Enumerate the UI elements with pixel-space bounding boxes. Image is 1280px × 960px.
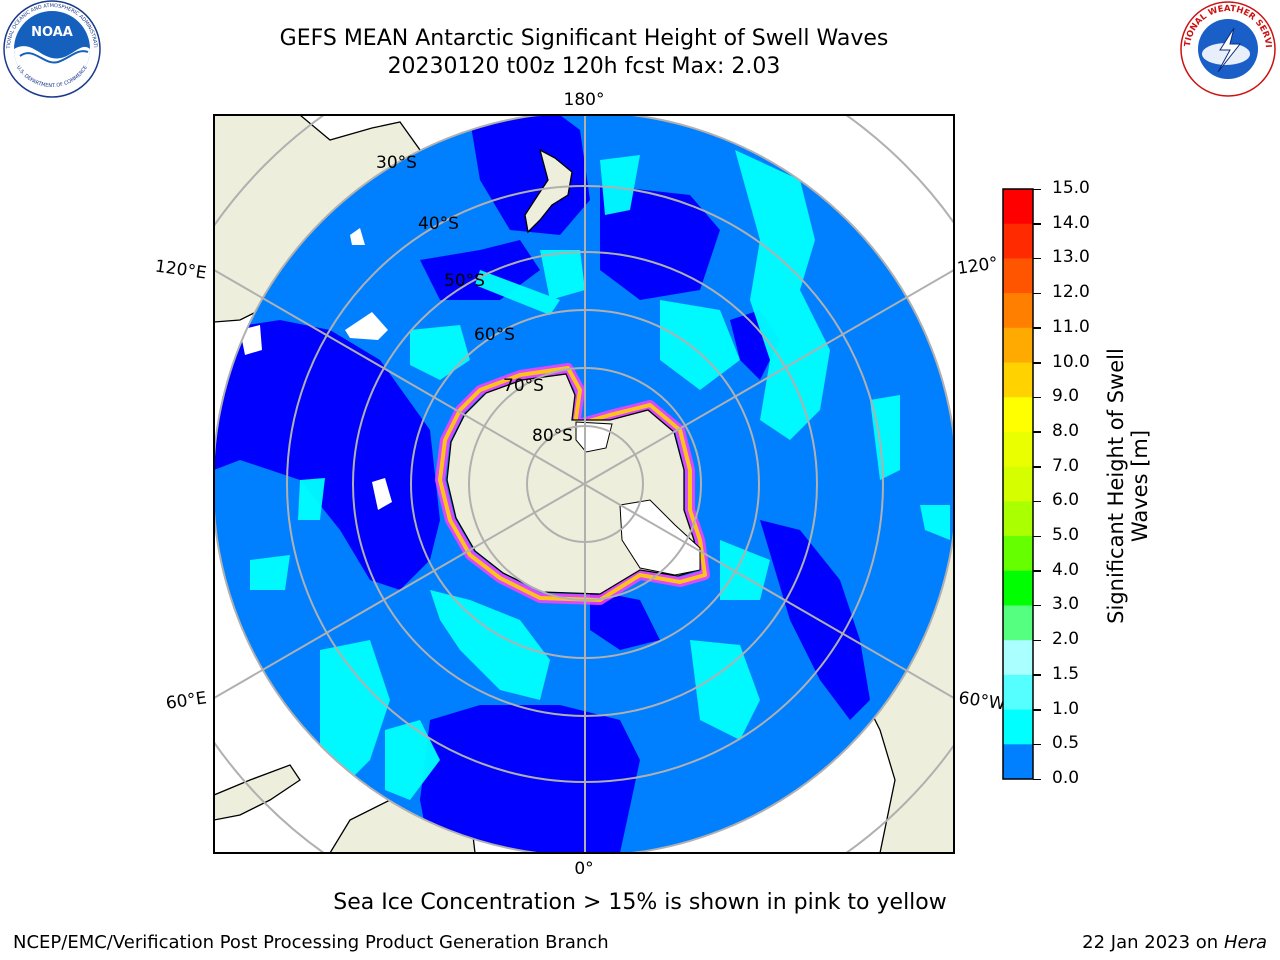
credit-line: NCEP/EMC/Verification Post Processing Pr… [13, 932, 609, 953]
colorbar-band [1003, 605, 1033, 641]
new-zealand [524, 148, 573, 234]
colorbar-tick-label: 11.0 [1052, 316, 1090, 337]
colorbar-tick-label: 14.0 [1052, 212, 1090, 233]
colorbar-tick-label: 10.0 [1052, 351, 1090, 372]
colorbar-tick-label: 1.0 [1052, 698, 1080, 719]
chart-title: GEFS MEAN Antarctic Significant Height o… [279, 26, 889, 51]
colorbar-tick-mark [1033, 709, 1041, 711]
colorbar [1002, 188, 1034, 780]
colorbar-tick-label: 0.5 [1052, 733, 1080, 754]
colorbar-tick-mark [1033, 292, 1041, 295]
lon-label-60e: 60°E [165, 688, 208, 713]
lat-label-50s: 50°S [444, 271, 485, 291]
graticule [214, 115, 954, 853]
lat-label-30s: 30°S [376, 153, 417, 173]
colorbar-tick-label: 6.0 [1052, 490, 1080, 511]
colorbar-tick-mark [1033, 639, 1041, 642]
map-frame [213, 114, 955, 854]
colorbar-band [1003, 674, 1033, 711]
machine-name: Hera [1223, 932, 1267, 953]
lat-label-70s: 70°S [503, 376, 544, 396]
nws-logo: NATIONAL WEATHER SERVICE [1176, 0, 1276, 97]
colorbar-tick-mark [1033, 362, 1041, 364]
colorbar-tick-mark [1033, 431, 1041, 433]
colorbar-tick-label: 5.0 [1052, 525, 1080, 546]
colorbar-band [1003, 536, 1033, 572]
colorbar-tick-label: 12.0 [1052, 282, 1090, 303]
colorbar-band [1003, 397, 1033, 433]
colorbar-band [1003, 362, 1033, 398]
chart-subtitle: 20230120 t00z 120h fcst Max: 2.03 [387, 54, 781, 79]
lon-label-120w: 120° [956, 253, 999, 279]
colorbar-tick-label: 1.5 [1052, 663, 1080, 684]
colorbar-band [1003, 327, 1033, 364]
lon-label-120e: 120°E [154, 257, 208, 284]
lon-label-0: 0° [574, 859, 593, 879]
colorbar-tick-mark [1033, 327, 1041, 329]
colorbar-tick-label: 2.0 [1052, 629, 1080, 650]
date-text: 22 Jan 2023 on [1082, 932, 1224, 953]
colorbar-tick-label: 3.0 [1052, 594, 1080, 615]
colorbar-band [1003, 709, 1033, 745]
colorbar-tick-mark [1033, 466, 1041, 468]
colorbar-band [1003, 570, 1033, 606]
colorbar-band [1003, 258, 1033, 294]
lon-label-180: 180° [564, 90, 605, 110]
colorbar-tick-mark [1033, 604, 1041, 607]
colorbar-tick-mark [1033, 570, 1041, 572]
lat-label-80s: 80°S [532, 426, 573, 446]
colorbar-tick-mark [1033, 535, 1041, 538]
colorbar-tick-mark [1033, 674, 1041, 676]
colorbar-tick-label: 9.0 [1052, 386, 1080, 407]
colorbar-band [1003, 293, 1033, 329]
colorbar-band [1003, 189, 1033, 225]
swell-streaks [250, 150, 950, 800]
lat-label-60s: 60°S [474, 325, 515, 345]
date-line: 22 Jan 2023 on Hera [1082, 932, 1267, 953]
colorbar-tick-label: 8.0 [1052, 420, 1080, 441]
colorbar-tick-label: 15.0 [1052, 178, 1090, 198]
colorbar-tick-mark [1033, 188, 1041, 190]
colorbar-tick-label: 4.0 [1052, 559, 1080, 580]
colorbar-tick-label: 7.0 [1052, 455, 1080, 476]
antarctica [435, 363, 710, 605]
colorbar-tick-mark [1033, 743, 1041, 746]
noaa-logo-text: NOAA [31, 25, 73, 40]
colorbar-band [1003, 640, 1033, 676]
colorbar-tick-mark [1033, 778, 1041, 780]
noaa-logo: NOAA NATIONAL OCEANIC AND ATMOSPHERIC AD… [0, 0, 101, 98]
colorbar-tick-label: 13.0 [1052, 247, 1090, 268]
lat-label-40s: 40°S [418, 214, 459, 234]
colorbar-band [1003, 501, 1033, 537]
colorbar-tick-label: 0.0 [1052, 768, 1080, 788]
colorbar-tick-mark [1033, 500, 1041, 503]
colorbar-band [1003, 744, 1033, 780]
colorbar-band [1003, 431, 1033, 468]
colorbar-tick-mark [1033, 223, 1041, 225]
sea-ice-note: Sea Ice Concentration > 15% is shown in … [333, 890, 947, 915]
colorbar-tick-mark [1033, 257, 1041, 260]
colorbar-band [1003, 223, 1033, 259]
colorbar-tick-mark [1033, 396, 1041, 399]
colorbar-band [1003, 466, 1033, 502]
